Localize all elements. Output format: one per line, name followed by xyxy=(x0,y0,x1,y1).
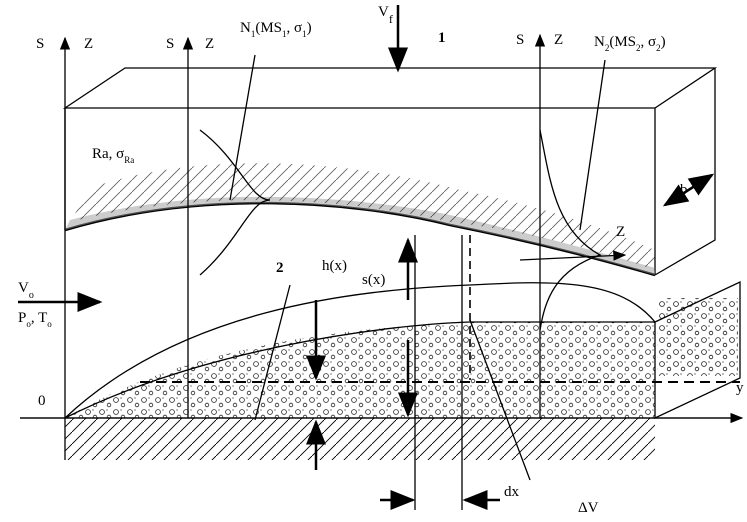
subscript: f xyxy=(389,12,393,26)
label: ΔV xyxy=(578,500,599,516)
label: dx xyxy=(504,484,520,500)
label: N1(MS1, σ1) xyxy=(240,20,312,39)
label-text: 2 xyxy=(276,260,284,276)
label: N2(MS2, σ2) xyxy=(594,34,666,53)
label-text: (MS xyxy=(609,34,636,50)
label: 2 xyxy=(276,260,284,276)
diagram: S Z S Z N1(MS1, σ1) Vf 1 S Z N2(MS2, σ2) Ra, σRa b Z… xyxy=(0,0,747,522)
label-text: , T xyxy=(31,310,47,326)
label-text: y xyxy=(736,380,744,396)
label-text: S xyxy=(36,36,44,52)
label: Ra, σRa xyxy=(92,146,134,165)
label-text: , σ xyxy=(641,34,657,50)
label-text: (MS xyxy=(255,20,282,36)
label-text: N xyxy=(594,34,605,50)
label: S xyxy=(516,32,524,48)
label-text: Z xyxy=(205,36,214,52)
label-text: 0 xyxy=(38,393,46,409)
label-text: h(x) xyxy=(322,258,347,274)
subscript: Ra xyxy=(124,155,134,165)
label: Z xyxy=(205,36,214,52)
label-text: ) xyxy=(307,20,312,36)
label-text: N xyxy=(240,20,251,36)
label: 0 xyxy=(38,393,46,409)
label-text: , σ xyxy=(287,20,303,36)
label-text: ΔV xyxy=(578,500,599,516)
label: S xyxy=(166,36,174,52)
label: Vf xyxy=(378,4,393,26)
subscript: o xyxy=(29,290,34,301)
label-text: s(x) xyxy=(362,272,385,288)
label-text: dx xyxy=(504,484,520,500)
label-text: P xyxy=(18,310,26,326)
label: s(x) xyxy=(362,272,385,288)
label-text: b xyxy=(680,182,688,198)
label: y xyxy=(736,380,744,396)
label: h(x) xyxy=(322,258,347,274)
label: Z xyxy=(616,224,625,240)
subscript: o xyxy=(47,319,52,329)
label-text: S xyxy=(166,36,174,52)
label-text: Z xyxy=(554,32,563,48)
label: Z xyxy=(554,32,563,48)
label: S xyxy=(36,36,44,52)
label: Po, To xyxy=(18,310,52,329)
label: b xyxy=(680,182,688,198)
label-text: Ra, σ xyxy=(92,146,124,162)
label-text: S xyxy=(516,32,524,48)
label-text: Z xyxy=(616,224,625,240)
label: 1 xyxy=(438,30,446,46)
drawing xyxy=(18,5,742,510)
label: Vo xyxy=(18,280,34,301)
label-text: V xyxy=(378,4,389,20)
label-text: 1 xyxy=(438,30,446,46)
label-text: V xyxy=(18,280,29,296)
label-text: Z xyxy=(84,36,93,52)
label-text: ) xyxy=(661,34,666,50)
label: Z xyxy=(84,36,93,52)
